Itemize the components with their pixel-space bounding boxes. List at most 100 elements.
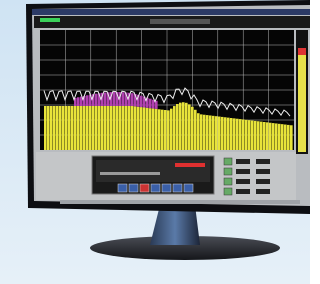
magenta-bar xyxy=(149,99,152,109)
yellow-bar xyxy=(272,123,275,150)
side-field xyxy=(256,189,270,194)
yellow-bar xyxy=(245,120,248,150)
yellow-bar xyxy=(230,118,233,150)
yellow-bar xyxy=(170,109,173,150)
yellow-bar xyxy=(260,122,263,150)
yellow-bar xyxy=(65,106,68,150)
yellow-bar xyxy=(158,109,161,150)
yellow-bar xyxy=(176,104,179,150)
magenta-bar xyxy=(140,96,143,107)
yellow-bar xyxy=(269,123,272,150)
yellow-bar xyxy=(98,106,101,150)
yellow-bar xyxy=(53,106,56,150)
button xyxy=(140,184,149,192)
yellow-bar xyxy=(128,106,131,150)
yellow-bar xyxy=(155,109,158,150)
yellow-bar xyxy=(278,124,281,150)
side-field xyxy=(236,179,250,184)
yellow-bar xyxy=(122,106,125,150)
side-button xyxy=(224,188,232,195)
yellow-bar xyxy=(221,117,224,150)
yellow-bar xyxy=(242,119,245,150)
yellow-bar xyxy=(83,106,86,150)
yellow-bar xyxy=(275,123,278,150)
transport-buttons xyxy=(118,184,193,192)
yellow-bar xyxy=(62,106,65,150)
yellow-bar xyxy=(101,106,104,150)
yellow-bar xyxy=(137,107,140,150)
yellow-bar xyxy=(47,106,50,150)
button xyxy=(184,184,193,192)
button xyxy=(162,184,171,192)
yellow-bar xyxy=(113,106,116,150)
yellow-bar xyxy=(71,106,74,150)
button xyxy=(151,184,160,192)
yellow-bar xyxy=(161,110,164,150)
yellow-bar xyxy=(185,103,188,150)
yellow-bar xyxy=(239,119,242,150)
yellow-bar xyxy=(77,106,80,150)
slider xyxy=(150,19,210,24)
magenta-bar xyxy=(131,93,134,106)
yellow-bar xyxy=(95,106,98,150)
level-meter-peak xyxy=(298,48,306,55)
yellow-bar xyxy=(140,107,143,150)
yellow-bar xyxy=(287,125,290,150)
yellow-bar xyxy=(110,106,113,150)
yellow-bar xyxy=(194,110,197,150)
yellow-bar xyxy=(143,107,146,150)
level-readout xyxy=(40,18,60,22)
magenta-bar xyxy=(152,100,155,109)
display-readout xyxy=(175,163,205,167)
button xyxy=(173,184,182,192)
button xyxy=(129,184,138,192)
yellow-bar xyxy=(281,124,284,150)
magenta-bar xyxy=(113,92,116,106)
magenta-bar xyxy=(122,92,125,106)
yellow-bar xyxy=(248,120,251,150)
yellow-bar xyxy=(218,117,221,150)
yellow-bar xyxy=(92,106,95,150)
side-field xyxy=(256,169,270,174)
page: (() => { const svg = document.getElement… xyxy=(0,0,310,284)
yellow-bar xyxy=(233,118,236,150)
yellow-bar xyxy=(188,104,191,150)
side-field xyxy=(236,189,250,194)
magenta-bar xyxy=(104,92,107,106)
status-bar xyxy=(60,200,300,204)
yellow-bar xyxy=(215,116,218,150)
yellow-bar xyxy=(164,110,167,150)
yellow-bar xyxy=(119,106,122,150)
display-scale xyxy=(100,172,160,175)
yellow-bar xyxy=(68,106,71,150)
yellow-bar xyxy=(197,113,200,150)
magenta-bar xyxy=(77,97,80,106)
side-button xyxy=(224,168,232,175)
title-bar xyxy=(32,9,310,15)
level-meter-bar xyxy=(298,55,306,152)
yellow-bar xyxy=(50,106,53,150)
yellow-bar xyxy=(167,110,170,150)
yellow-bar xyxy=(44,106,47,150)
magenta-bar xyxy=(86,95,89,106)
yellow-bar xyxy=(116,106,119,150)
yellow-bar xyxy=(89,106,92,150)
yellow-bar xyxy=(152,109,155,150)
yellow-bar xyxy=(206,115,209,150)
yellow-bar xyxy=(131,106,134,150)
side-button xyxy=(224,158,232,165)
yellow-bar xyxy=(182,102,185,150)
yellow-bar xyxy=(80,106,83,150)
side-button xyxy=(224,178,232,185)
yellow-bar xyxy=(146,108,149,150)
yellow-bar xyxy=(125,106,128,150)
yellow-bar xyxy=(209,115,212,150)
yellow-bar xyxy=(104,106,107,150)
magenta-bar xyxy=(95,94,98,106)
photo xyxy=(0,0,310,284)
yellow-bar xyxy=(203,115,206,150)
yellow-bar xyxy=(224,117,227,150)
yellow-bar xyxy=(59,106,62,150)
magenta-bar xyxy=(155,101,158,109)
yellow-bar xyxy=(200,114,203,150)
